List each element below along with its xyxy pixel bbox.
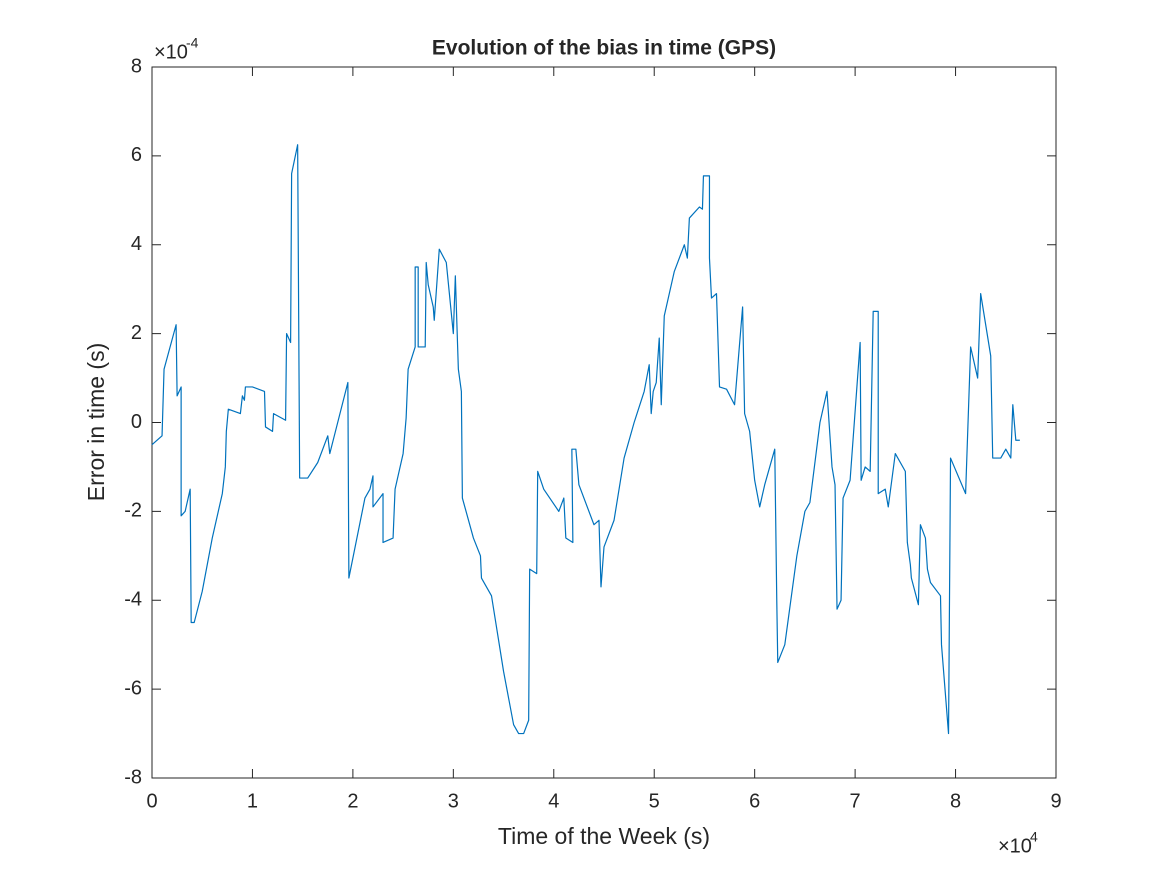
y-tick-label: 2 [131,322,142,344]
x-tick-label: 3 [448,790,459,812]
y-tick-label: -2 [124,500,142,522]
y-tick-label: -4 [124,589,142,611]
y-multiplier: ×10 [154,41,188,63]
x-tick-label: 0 [146,790,157,812]
x-tick-label: 8 [950,790,961,812]
y-multiplier-exponent: -4 [186,35,199,51]
x-tick-label: 4 [548,790,559,812]
y-axis-label: Error in time (s) [83,343,109,501]
x-multiplier: ×10 [998,835,1032,857]
x-axis-label: Time of the Week (s) [498,823,710,849]
x-tick-label: 2 [347,790,358,812]
data-line [151,144,1020,735]
x-tick-label: 9 [1050,790,1061,812]
y-tick-label: -8 [124,766,142,788]
y-tick-label: 0 [131,411,142,433]
chart-title: Evolution of the bias in time (GPS) [432,37,776,60]
y-tick-label: -6 [124,677,142,699]
x-tick-label: 6 [749,790,760,812]
y-tick-label: 6 [131,144,142,166]
plot-area [151,66,1057,779]
x-tick-label: 7 [850,790,861,812]
x-tick-label: 1 [247,790,258,812]
y-tick-label: 4 [131,233,142,255]
x-tick-label: 5 [649,790,660,812]
x-multiplier-exponent: 4 [1030,829,1038,845]
y-tick-label: 8 [131,55,142,77]
